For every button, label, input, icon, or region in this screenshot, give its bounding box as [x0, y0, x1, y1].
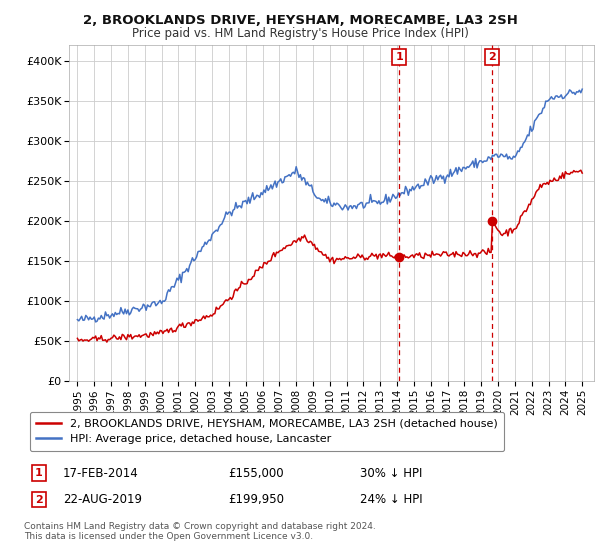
Text: 30% ↓ HPI: 30% ↓ HPI [360, 466, 422, 480]
Text: £199,950: £199,950 [228, 493, 284, 506]
Text: 2: 2 [35, 494, 43, 505]
Text: 2, BROOKLANDS DRIVE, HEYSHAM, MORECAMBE, LA3 2SH: 2, BROOKLANDS DRIVE, HEYSHAM, MORECAMBE,… [83, 14, 517, 27]
Text: 24% ↓ HPI: 24% ↓ HPI [360, 493, 422, 506]
Text: 2: 2 [488, 52, 496, 62]
Text: Contains HM Land Registry data © Crown copyright and database right 2024.
This d: Contains HM Land Registry data © Crown c… [24, 522, 376, 542]
Text: 17-FEB-2014: 17-FEB-2014 [63, 466, 139, 480]
Text: 1: 1 [395, 52, 403, 62]
Text: 1: 1 [35, 468, 43, 478]
Legend: 2, BROOKLANDS DRIVE, HEYSHAM, MORECAMBE, LA3 2SH (detached house), HPI: Average : 2, BROOKLANDS DRIVE, HEYSHAM, MORECAMBE,… [29, 412, 504, 451]
Text: Price paid vs. HM Land Registry's House Price Index (HPI): Price paid vs. HM Land Registry's House … [131, 27, 469, 40]
Text: 22-AUG-2019: 22-AUG-2019 [63, 493, 142, 506]
Text: £155,000: £155,000 [228, 466, 284, 480]
